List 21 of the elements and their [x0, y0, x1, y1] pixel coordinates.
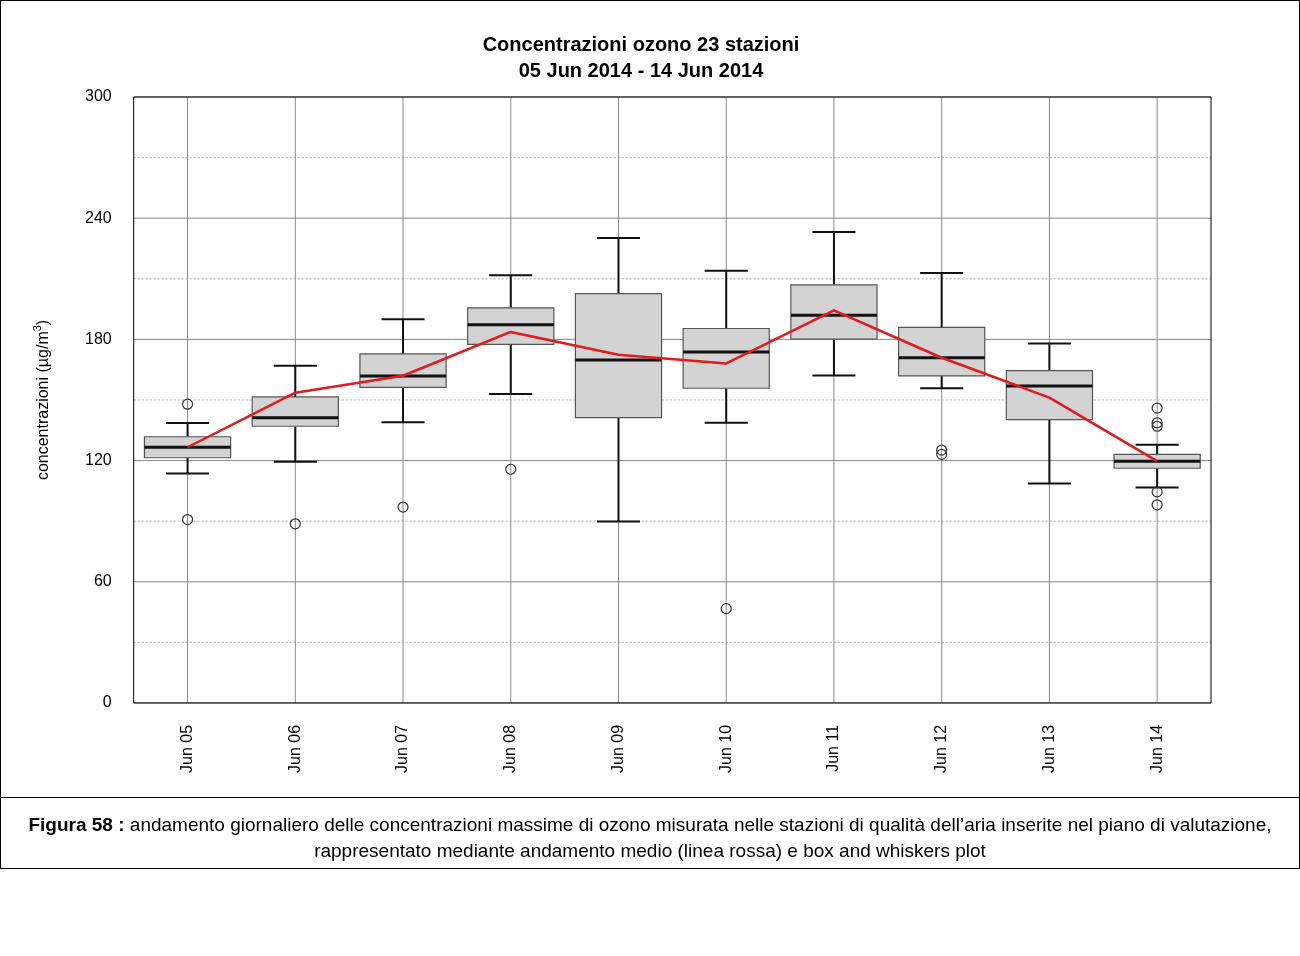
text: andamento giornaliero delle concentrazioni massime di ozono misurata nelle stazioni di qualità dell’aria inserite nel piano di valutazione, rappresentato mediante andamento medio (linea rossa) e box and whiskers plot — [129, 814, 1272, 861]
x-tick-label: Jun 07 — [393, 724, 411, 774]
y-tick-label: 180 — [84, 329, 112, 347]
y-tick-label: 120 — [84, 450, 112, 468]
text: Figura 58 : — [28, 814, 126, 835]
x-tick-label: Jun 09 — [608, 724, 626, 774]
x-tick-label: Jun 05 — [177, 724, 195, 774]
x-tick-label: Jun 10 — [716, 724, 734, 774]
x-tick-label: Jun 13 — [1039, 724, 1057, 774]
x-tick-label: Jun 06 — [285, 724, 303, 774]
y-tick-label: 0 — [102, 693, 112, 711]
chart-subtitle: 05 Jun 2014 - 14 Jun 2014 — [518, 58, 765, 81]
y-axis-title: concentrazioni (µg/m3) — [31, 319, 51, 481]
x-tick-label: Jun 12 — [932, 724, 950, 774]
chart-title: Concentrazioni ozono 23 stazioni — [482, 32, 800, 55]
x-tick-label: Jun 14 — [1147, 724, 1165, 774]
y-tick-label: 300 — [84, 87, 112, 105]
x-tick-label: Jun 08 — [501, 724, 519, 774]
y-tick-label: 60 — [93, 572, 112, 590]
x-tick-label: Jun 11 — [824, 724, 842, 772]
y-tick-label: 240 — [84, 208, 112, 226]
